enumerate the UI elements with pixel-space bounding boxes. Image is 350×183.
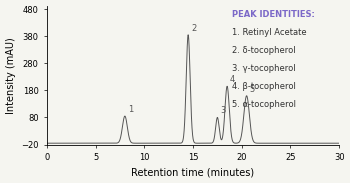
- Text: 2: 2: [191, 24, 196, 33]
- Text: 1: 1: [128, 105, 133, 114]
- Text: 4: 4: [230, 75, 235, 84]
- Text: PEAK IDENTITIES:: PEAK IDENTITIES:: [232, 10, 315, 19]
- Text: 2. δ-tocopherol: 2. δ-tocopherol: [232, 46, 296, 55]
- Text: 3: 3: [220, 106, 226, 115]
- Y-axis label: Intensity (mAU): Intensity (mAU): [6, 37, 15, 114]
- Text: 3. γ-tocopherol: 3. γ-tocopherol: [232, 64, 296, 73]
- Text: 5. α-tocopherol: 5. α-tocopherol: [232, 100, 296, 109]
- Text: 4. β-tocopherol: 4. β-tocopherol: [232, 82, 296, 91]
- Text: 5: 5: [250, 85, 255, 94]
- X-axis label: Retention time (minutes): Retention time (minutes): [132, 167, 254, 178]
- Text: 1. Retinyl Acetate: 1. Retinyl Acetate: [232, 28, 307, 37]
